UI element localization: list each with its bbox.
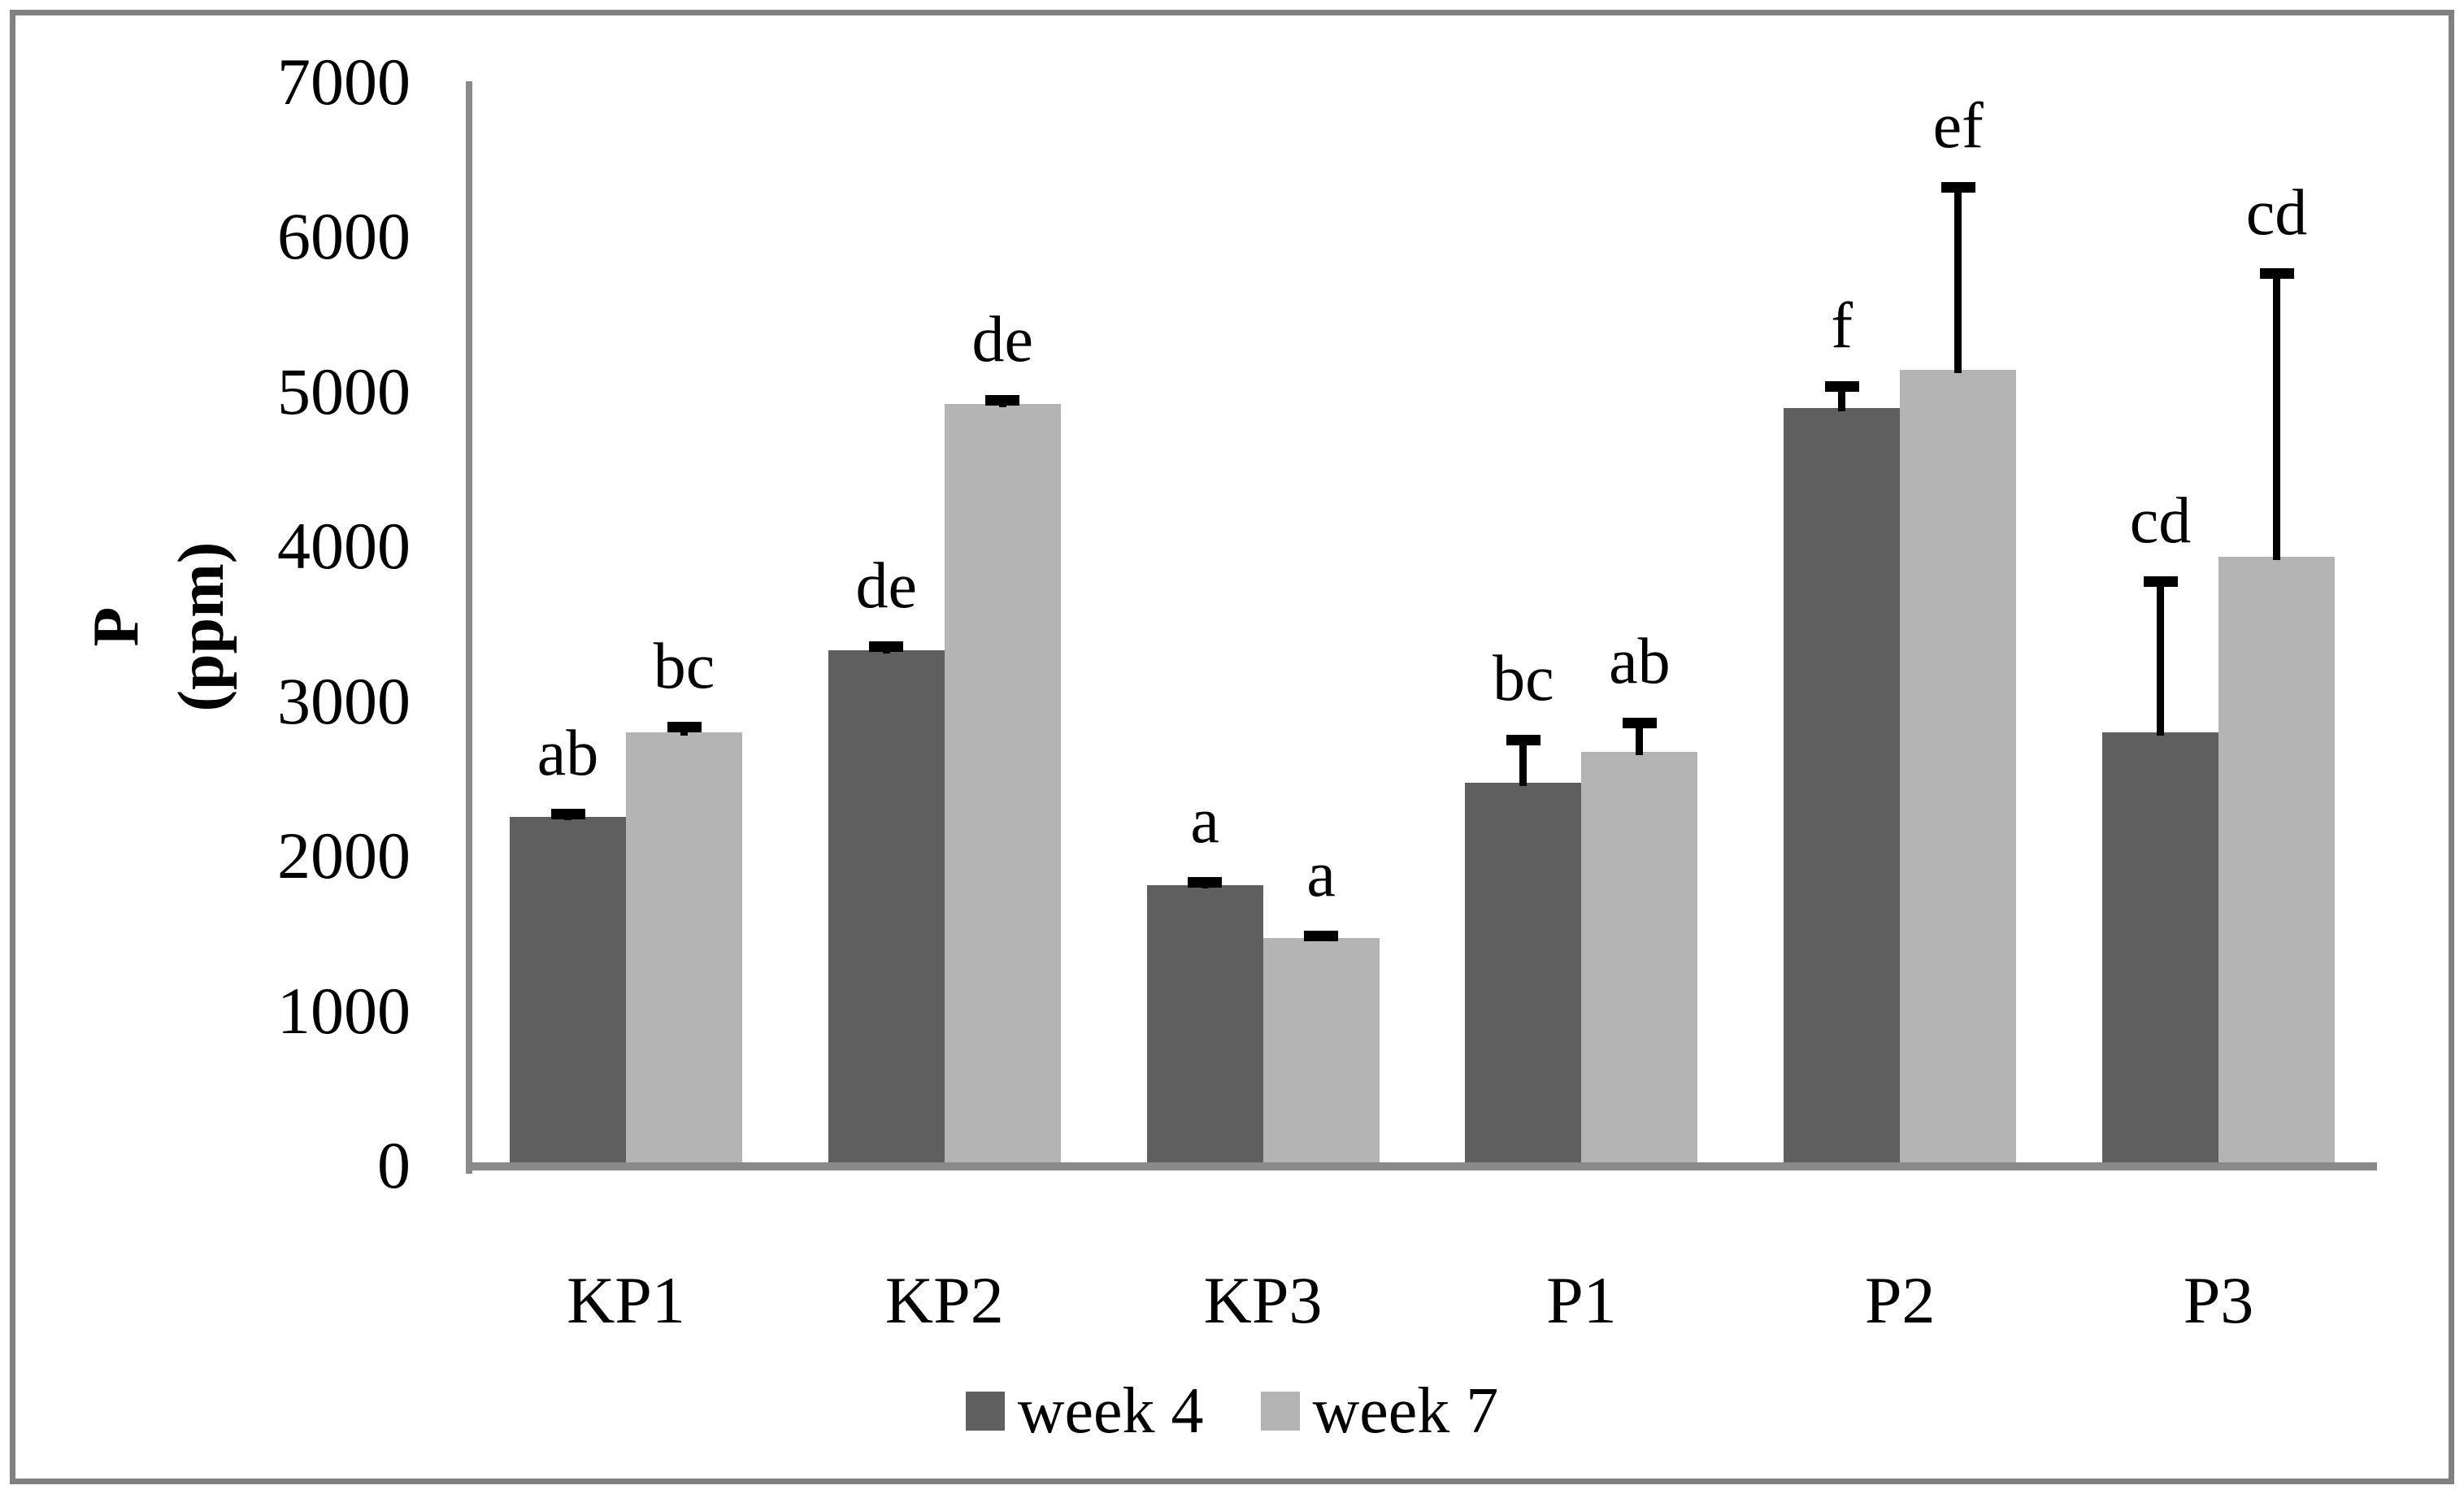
error-cap-week4-P1 xyxy=(1506,734,1541,745)
error-cap-week7-P3 xyxy=(2259,268,2294,280)
x-axis-label-P1: P1 xyxy=(1546,1263,1617,1337)
y-tick-label-3000: 3000 xyxy=(277,663,411,738)
significance-letter-week7-P1: ab xyxy=(1609,626,1671,698)
y-tick-label-4000: 4000 xyxy=(277,509,411,583)
significance-letter-week4-KP3: a xyxy=(1190,785,1219,858)
bar-week7-P3 xyxy=(2218,557,2335,1170)
significance-letter-week4-P3: cd xyxy=(2129,484,2192,557)
bar-week4-P2 xyxy=(1784,408,1901,1170)
bar-week4-P3 xyxy=(2102,732,2218,1170)
legend-label-week4: week 4 xyxy=(1017,1375,1204,1447)
error-cap-week7-KP2 xyxy=(985,395,1020,406)
significance-letter-week7-KP1: bc xyxy=(653,630,715,702)
significance-letter-week4-P2: f xyxy=(1831,289,1853,362)
bar-week7-KP2 xyxy=(944,403,1061,1170)
error-cap-week4-P2 xyxy=(1824,381,1859,393)
x-axis-label-P3: P3 xyxy=(2183,1263,2254,1337)
error-whisker-week7-P1 xyxy=(1636,723,1644,756)
y-tick-label-1000: 1000 xyxy=(277,973,411,1048)
significance-letter-week7-P3: cd xyxy=(2245,176,2308,249)
x-axis-label-P2: P2 xyxy=(1864,1263,1936,1337)
y-tick-label-7000: 7000 xyxy=(277,44,411,119)
y-tick-label-5000: 5000 xyxy=(277,354,411,428)
error-whisker-week4-P2 xyxy=(1838,386,1846,412)
error-cap-week4-KP3 xyxy=(1188,876,1223,888)
legend-label-week7: week 7 xyxy=(1312,1375,1499,1447)
significance-letter-week4-P1: bc xyxy=(1493,643,1554,715)
bar-week7-P1 xyxy=(1581,752,1698,1170)
error-cap-week4-KP2 xyxy=(869,641,904,653)
error-whisker-week4-P3 xyxy=(2157,581,2164,736)
bar-week4-P1 xyxy=(1465,783,1582,1170)
significance-letter-week4-KP2: de xyxy=(855,549,918,622)
bar-week7-P2 xyxy=(1900,369,2017,1170)
legend-item-week4: week 4 xyxy=(965,1370,1204,1452)
bar-week4-KP1 xyxy=(510,817,626,1170)
legend-swatch-week4 xyxy=(965,1392,1005,1431)
bar-week4-KP2 xyxy=(828,649,945,1170)
y-tick-label-6000: 6000 xyxy=(277,199,411,273)
legend: week 4 week 7 xyxy=(0,1370,2464,1452)
x-axis-label-KP1: KP1 xyxy=(567,1263,685,1337)
x-axis-label-KP2: KP2 xyxy=(884,1263,1004,1337)
significance-letter-week7-P2: ef xyxy=(1932,90,1984,163)
error-cap-week4-KP1 xyxy=(550,809,585,820)
error-cap-week4-P3 xyxy=(2143,576,2178,588)
error-whisker-week7-P3 xyxy=(2273,273,2280,561)
y-tick-label-0: 0 xyxy=(377,1128,411,1202)
bar-week4-KP3 xyxy=(1146,885,1263,1170)
error-cap-week7-KP3 xyxy=(1304,930,1339,941)
legend-swatch-week7 xyxy=(1260,1392,1300,1431)
error-cap-week7-P2 xyxy=(1940,181,1975,193)
significance-letter-week7-KP3: a xyxy=(1306,839,1336,911)
bar-week7-KP3 xyxy=(1262,937,1380,1170)
significance-letter-week7-KP2: de xyxy=(971,303,1034,376)
error-cap-week7-P1 xyxy=(1622,717,1657,728)
y-tick-label-2000: 2000 xyxy=(277,819,411,892)
bar-week7-KP1 xyxy=(626,732,742,1170)
significance-letter-week4-KP1: ab xyxy=(537,717,599,789)
legend-item-week7: week 7 xyxy=(1260,1370,1499,1452)
error-whisker-week7-P2 xyxy=(1954,187,1962,373)
x-axis-line xyxy=(466,1162,2377,1170)
error-whisker-week4-P1 xyxy=(1519,740,1528,787)
error-cap-week7-KP1 xyxy=(667,722,702,733)
x-axis-label-KP3: KP3 xyxy=(1203,1263,1323,1337)
y-axis-line xyxy=(466,81,472,1174)
